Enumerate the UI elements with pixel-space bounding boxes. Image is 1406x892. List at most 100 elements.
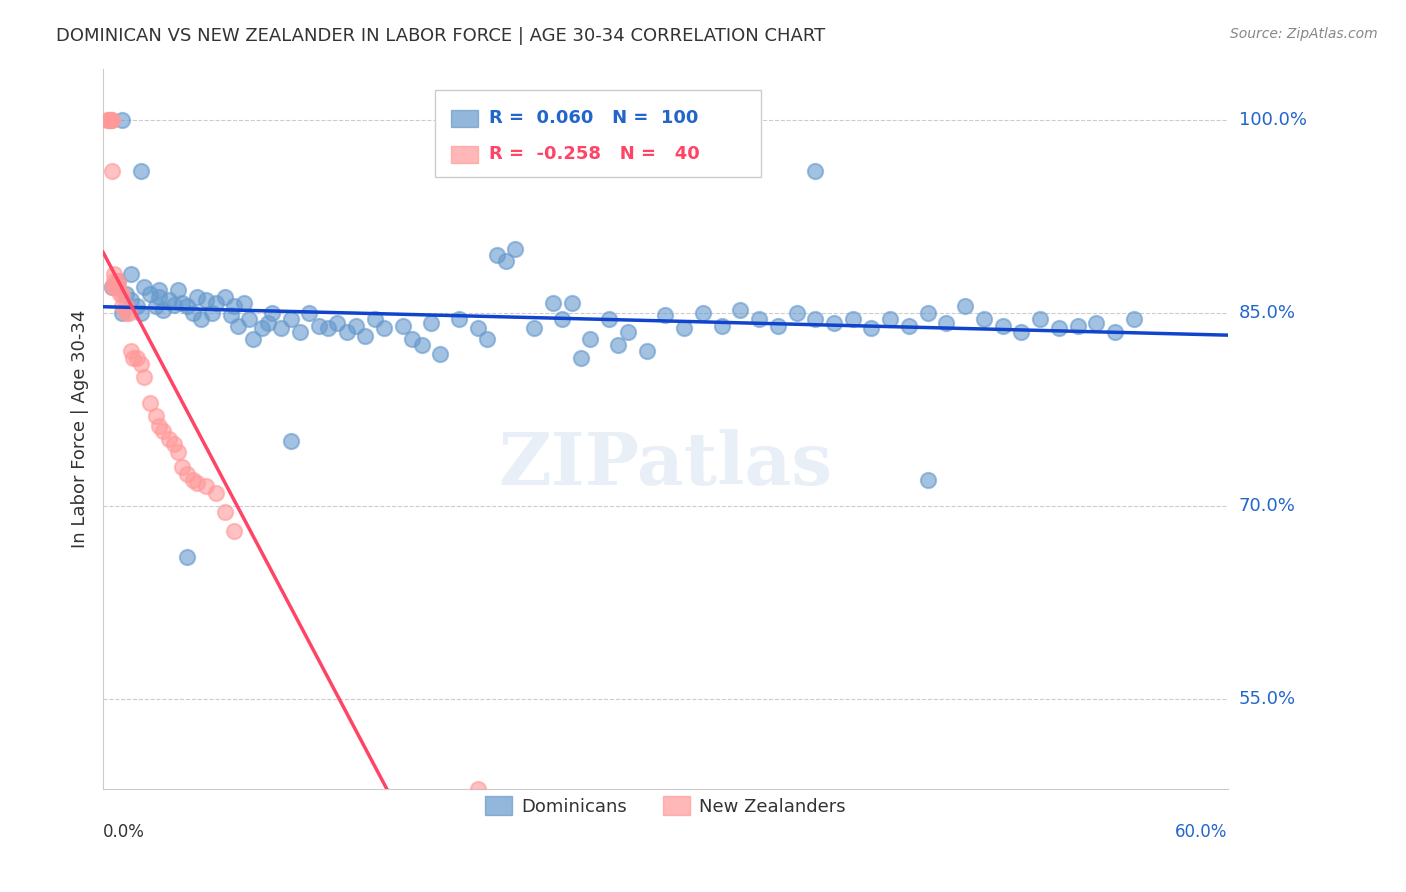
Point	[186, 475, 208, 490]
Text: R =  0.060   N =  100: R = 0.060 N = 100	[489, 109, 699, 128]
Point	[232, 295, 254, 310]
Point	[170, 295, 193, 310]
Point	[103, 267, 125, 281]
Point	[561, 295, 583, 310]
Point	[97, 112, 120, 127]
Point	[270, 321, 292, 335]
Point	[449, 312, 471, 326]
Point	[411, 338, 433, 352]
Point	[148, 290, 170, 304]
Point	[214, 290, 236, 304]
Point	[804, 312, 827, 326]
Point	[226, 318, 249, 333]
FancyBboxPatch shape	[450, 110, 478, 127]
Point	[129, 306, 152, 320]
Point	[129, 357, 152, 371]
Point	[148, 419, 170, 434]
Text: ZIPatlas: ZIPatlas	[498, 429, 832, 500]
Text: DOMINICAN VS NEW ZEALANDER IN LABOR FORCE | AGE 30-34 CORRELATION CHART: DOMINICAN VS NEW ZEALANDER IN LABOR FORC…	[56, 27, 825, 45]
Point	[280, 312, 302, 326]
Point	[204, 295, 226, 310]
Point	[429, 347, 451, 361]
Point	[308, 318, 330, 333]
Point	[224, 300, 246, 314]
Point	[804, 164, 827, 178]
Point	[392, 318, 415, 333]
FancyBboxPatch shape	[450, 145, 478, 163]
Point	[100, 112, 122, 127]
Point	[485, 248, 508, 262]
Point	[654, 309, 676, 323]
Point	[598, 312, 620, 326]
Point	[114, 286, 136, 301]
Point	[336, 325, 359, 339]
Point	[111, 286, 134, 301]
Point	[467, 321, 489, 335]
Point	[953, 300, 976, 314]
Point	[186, 290, 208, 304]
Point	[673, 321, 696, 335]
Point	[505, 242, 527, 256]
Point	[101, 164, 124, 178]
Point	[1047, 321, 1070, 335]
Point	[1122, 312, 1144, 326]
Point	[569, 351, 592, 365]
Point	[125, 300, 148, 314]
Point	[101, 280, 124, 294]
Point	[214, 505, 236, 519]
Point	[224, 524, 246, 539]
Point	[692, 306, 714, 320]
Point	[1085, 316, 1108, 330]
Point	[1029, 312, 1052, 326]
Point	[541, 295, 564, 310]
Point	[1010, 325, 1032, 339]
Point	[766, 318, 789, 333]
Point	[134, 280, 156, 294]
Point	[118, 306, 141, 320]
Point	[163, 298, 186, 312]
Text: 100.0%: 100.0%	[1239, 111, 1306, 129]
Point	[129, 164, 152, 178]
Text: R =  -0.258   N =   40: R = -0.258 N = 40	[489, 145, 700, 163]
Point	[420, 316, 443, 330]
Point	[607, 338, 630, 352]
Point	[298, 306, 321, 320]
Point	[152, 303, 174, 318]
Point	[477, 332, 499, 346]
Point	[134, 370, 156, 384]
Point	[288, 325, 311, 339]
Legend: Dominicans, New Zealanders: Dominicans, New Zealanders	[478, 789, 853, 822]
Point	[122, 351, 145, 365]
Point	[176, 300, 198, 314]
Point	[467, 781, 489, 796]
Point	[280, 434, 302, 449]
Point	[101, 112, 124, 127]
Point	[204, 486, 226, 500]
Point	[190, 312, 212, 326]
Point	[730, 303, 752, 318]
Point	[145, 300, 167, 314]
Point	[260, 306, 283, 320]
Point	[748, 312, 770, 326]
Point	[897, 318, 920, 333]
Text: 85.0%: 85.0%	[1239, 304, 1296, 322]
Point	[326, 316, 349, 330]
Point	[1066, 318, 1088, 333]
Point	[103, 274, 125, 288]
Point	[181, 473, 204, 487]
Point	[101, 280, 124, 294]
Point	[111, 300, 134, 314]
Point	[238, 312, 260, 326]
Point	[152, 424, 174, 438]
Point	[354, 329, 377, 343]
Point	[219, 309, 242, 323]
Point	[195, 479, 218, 493]
Point	[176, 467, 198, 481]
Point	[344, 318, 367, 333]
Point	[495, 254, 517, 268]
Point	[105, 280, 128, 294]
Point	[786, 306, 808, 320]
Point	[114, 306, 136, 320]
Point	[167, 444, 190, 458]
Point	[107, 274, 129, 288]
